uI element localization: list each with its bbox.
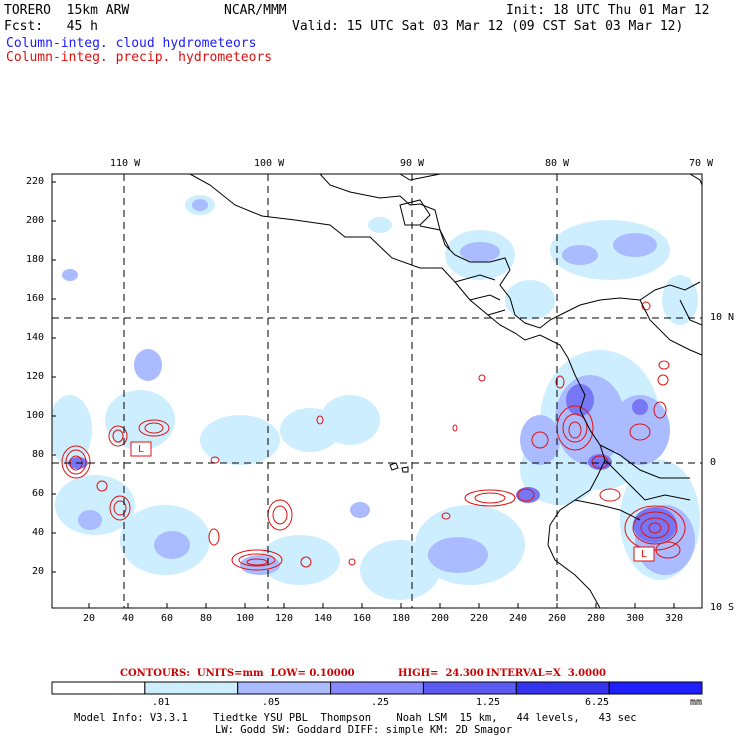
valid-time: Valid: 15 UTC Sat 03 Mar 12 (09 CST Sat … <box>292 19 684 34</box>
lat-label-10n: 10 N <box>710 312 735 323</box>
y-tick-label: 20 <box>32 566 45 577</box>
x-tick-label: 280 <box>587 613 606 624</box>
x-tick-label: 120 <box>275 613 294 624</box>
contour-units-low: CONTOURS: UNITS=mm LOW= 0.10000 <box>120 668 355 679</box>
contour-high: HIGH= 24.300 <box>398 668 484 679</box>
y-tick-label: 40 <box>32 527 45 538</box>
colorbar-label: .25 <box>371 697 390 708</box>
y-tick-label: 160 <box>26 293 45 304</box>
y-tick-label: 60 <box>32 488 45 499</box>
coastlines <box>189 174 702 608</box>
x-tick-label: 240 <box>509 613 528 624</box>
cloud-field-label: Column-integ. cloud hydrometeors <box>6 36 257 51</box>
colorbar-label: 1.25 <box>476 697 501 708</box>
x-tick-label: 260 <box>548 613 567 624</box>
lon-label-80w: 80 W <box>545 158 570 169</box>
low-label-east: L <box>641 549 648 560</box>
y-tick-label: 220 <box>26 176 45 187</box>
x-tick-label: 140 <box>314 613 333 624</box>
x-tick-label: 60 <box>161 613 174 624</box>
y-tick-label: 120 <box>26 371 45 382</box>
colorbar-label: .01 <box>152 697 171 708</box>
model-info: Model Info: V3.3.1 Tiedtke YSU PBL Thomp… <box>74 712 637 724</box>
init-time: Init: 18 UTC Thu 01 Mar 12 <box>506 3 710 18</box>
colorbar-unit: mm <box>690 697 703 708</box>
precip-contours <box>61 301 686 571</box>
x-tick-label: 80 <box>200 613 213 624</box>
forecast-hour: Fcst: 45 h <box>4 19 98 34</box>
lat-label-10s: 10 S <box>710 602 735 613</box>
x-tick-label: 100 <box>236 613 255 624</box>
lat-label-0: 0 <box>710 457 717 468</box>
physics-info: LW: Godd SW: Goddard DIFF: simple KM: 2D… <box>215 724 513 736</box>
low-label-west: L <box>138 444 145 455</box>
x-tick-label: 160 <box>353 613 372 624</box>
x-tick-label: 320 <box>665 613 684 624</box>
axis-ticks <box>52 181 675 608</box>
colorbar-label: 6.25 <box>585 697 610 708</box>
precip-field-label: Column-integ. precip. hydrometeors <box>6 50 273 65</box>
contour-interval: INTERVAL=X 3.0000 <box>486 668 606 679</box>
lon-label-100w: 100 W <box>254 158 285 169</box>
center-name: NCAR/MMM <box>224 3 287 18</box>
x-tick-label: 180 <box>392 613 411 624</box>
y-tick-label: 80 <box>32 449 45 460</box>
lat-lon-grid <box>52 174 702 608</box>
y-tick-label: 140 <box>26 332 45 343</box>
colorbar-label: .05 <box>262 697 281 708</box>
cloud-shading <box>52 195 700 600</box>
map-frame <box>51 173 703 609</box>
low-box-east <box>633 546 655 562</box>
x-tick-label: 220 <box>470 613 489 624</box>
y-tick-label: 100 <box>26 410 45 421</box>
y-tick-label: 200 <box>26 215 45 226</box>
x-tick-label: 20 <box>83 613 96 624</box>
x-tick-label: 300 <box>626 613 645 624</box>
lon-label-70w: 70 W <box>689 158 714 169</box>
model-name: TORERO 15km ARW <box>4 3 130 18</box>
low-box-west <box>130 441 152 457</box>
x-tick-label: 200 <box>431 613 450 624</box>
x-tick-label: 40 <box>122 613 135 624</box>
lon-label-110w: 110 W <box>110 158 141 169</box>
y-tick-label: 180 <box>26 254 45 265</box>
lon-label-90w: 90 W <box>400 158 425 169</box>
